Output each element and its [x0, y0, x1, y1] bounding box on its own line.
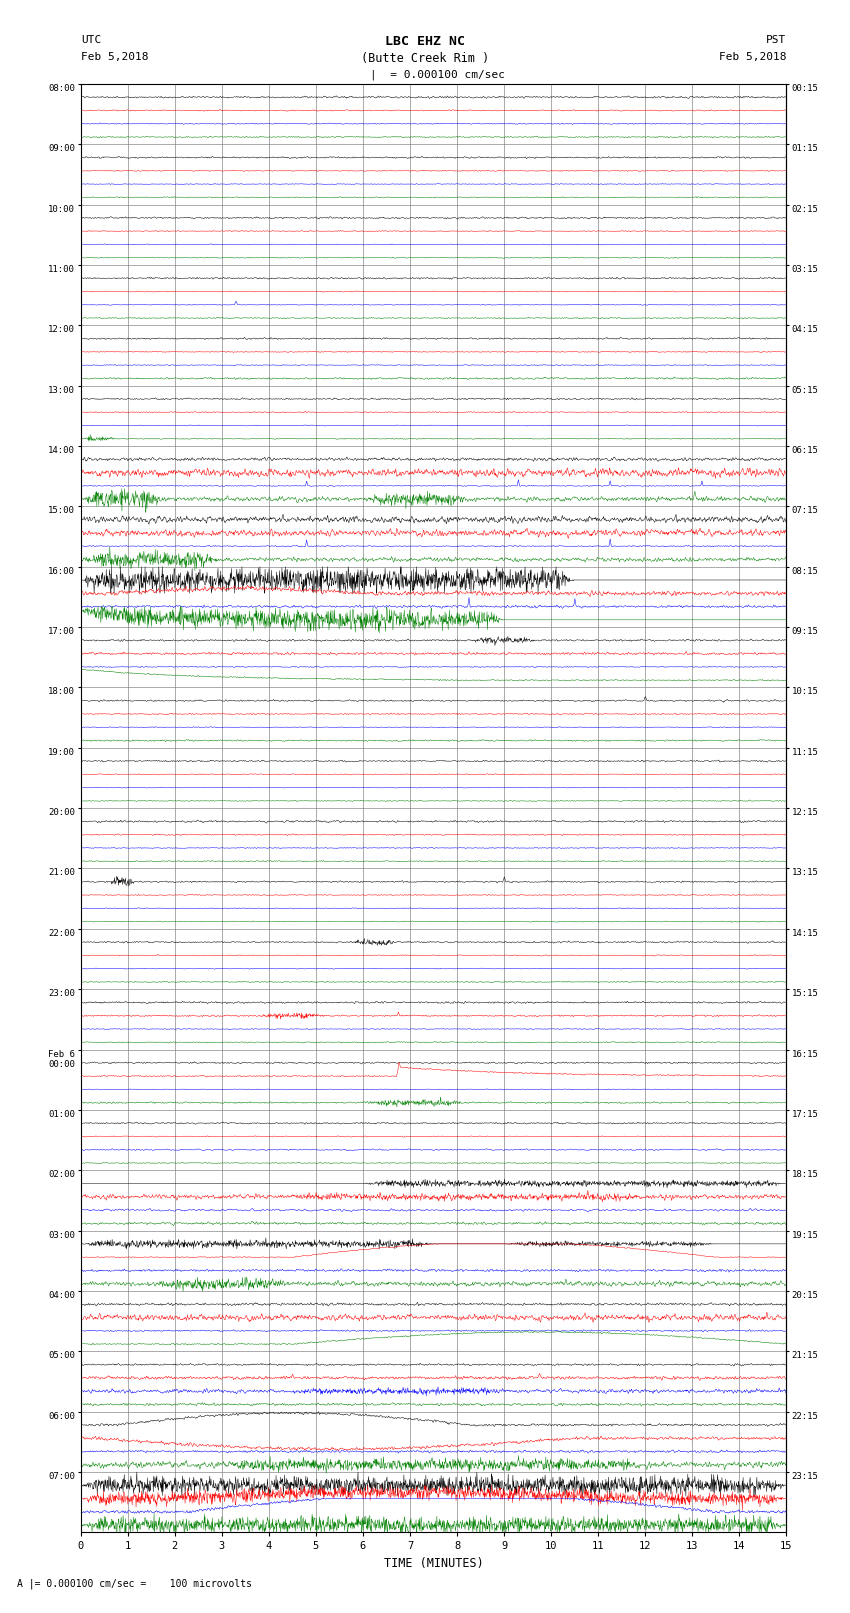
Text: PST: PST — [766, 35, 786, 45]
Text: UTC: UTC — [81, 35, 101, 45]
Text: (Butte Creek Rim ): (Butte Creek Rim ) — [361, 52, 489, 65]
Text: Feb 5,2018: Feb 5,2018 — [81, 52, 148, 61]
Text: LBC EHZ NC: LBC EHZ NC — [385, 35, 465, 48]
Text: A |= 0.000100 cm/sec =    100 microvolts: A |= 0.000100 cm/sec = 100 microvolts — [17, 1578, 252, 1589]
Text: Feb 5,2018: Feb 5,2018 — [719, 52, 786, 61]
Text: |  = 0.000100 cm/sec: | = 0.000100 cm/sec — [370, 69, 505, 81]
X-axis label: TIME (MINUTES): TIME (MINUTES) — [383, 1557, 484, 1569]
